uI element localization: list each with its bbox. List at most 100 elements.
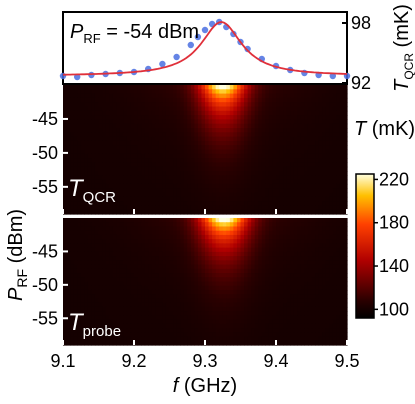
heatmap-cell [261, 251, 266, 257]
heatmap-cell [254, 166, 259, 172]
heatmap-cell [155, 196, 160, 202]
heatmap-cell [134, 89, 139, 95]
heatmap-cell [187, 218, 192, 223]
heatmap-cell [251, 239, 256, 244]
heatmap-cell [329, 106, 334, 112]
heatmap-cell [276, 328, 281, 333]
heatmap-cell [151, 332, 156, 338]
heatmap-cell [158, 110, 163, 116]
heatmap-cell [293, 201, 298, 206]
heatmap-cell [130, 145, 135, 151]
heatmap-cell [286, 306, 291, 312]
heatmap-cell [297, 306, 302, 312]
heatmap-cell [261, 201, 266, 206]
heatmap-cell [233, 115, 238, 120]
heatmap-cell [332, 264, 337, 270]
heatmap-cell [102, 153, 107, 159]
heatmap-cell [144, 153, 149, 159]
heatmap-cell [63, 289, 68, 295]
heatmap-cell [222, 311, 227, 316]
heatmap-cell [91, 323, 96, 329]
heatmap-cell [116, 201, 121, 206]
heatmap-cell [197, 234, 203, 240]
heatmap-cell [116, 311, 121, 316]
heatmap-cell [165, 162, 171, 168]
heatmap-cell [276, 192, 281, 198]
heatmap-cell [130, 268, 135, 274]
heatmap-cell [283, 294, 288, 300]
heatmap-cell [73, 243, 78, 249]
heatmap-cell [236, 85, 242, 90]
heatmap-cell [272, 196, 277, 202]
heatmap-cell [244, 153, 249, 159]
heatmap-cell [205, 285, 210, 291]
heatmap-cell [208, 183, 213, 189]
heatmap-cell [332, 315, 337, 321]
heatmap-cell [332, 102, 337, 108]
heatmap-cell [322, 243, 327, 249]
heatmap-cell [212, 306, 217, 312]
heatmap-cell [70, 149, 75, 155]
heatmap-cell [307, 319, 313, 325]
heatmap-cell [283, 336, 288, 342]
heatmap-cell [229, 226, 234, 232]
heatmap-cell [169, 264, 174, 270]
heatmap-cell [240, 183, 245, 189]
heatmap-cell [208, 328, 213, 333]
heatmap-cell [251, 340, 256, 346]
heatmap-cell [165, 115, 171, 120]
heatmap-cell [169, 205, 174, 211]
heatmap-cell [304, 209, 309, 215]
heatmap-cell [70, 306, 75, 312]
heatmap-cell [229, 115, 234, 120]
heatmap-cell [148, 89, 153, 95]
heatmap-cell [244, 145, 249, 151]
heatmap-cell [197, 145, 203, 151]
heatmap-cell [70, 171, 75, 176]
heatmap-cell [261, 226, 266, 232]
heatmap-cell [119, 281, 124, 287]
heatmap-cell [73, 115, 78, 120]
heatmap-cell [307, 136, 313, 142]
heatmap-cell [332, 179, 337, 185]
heatmap-cell [158, 273, 163, 278]
heatmap-cell [219, 340, 224, 346]
heatmap-cell [343, 110, 348, 116]
heatmap-cell [343, 158, 348, 163]
heatmap-cell [226, 273, 231, 278]
heatmap-cell [300, 328, 305, 333]
colorbar-tick-label: 100 [379, 299, 409, 319]
heatmap-cell [293, 294, 298, 300]
heatmap-cell [134, 115, 139, 120]
heatmap-cell [293, 302, 298, 308]
heatmap-cell [247, 247, 252, 253]
heatmap-cell [176, 319, 181, 325]
heatmap-cell [116, 256, 121, 261]
heatmap-cell [190, 319, 195, 325]
heatmap-cell [226, 264, 231, 270]
heatmap-cell [279, 260, 284, 266]
heatmap-cell [251, 234, 256, 240]
heatmap-cell [332, 106, 337, 112]
heatmap-cell [311, 264, 316, 270]
heatmap-cell [84, 281, 89, 287]
heatmap-cell [318, 328, 323, 333]
heatmap-cell [212, 294, 217, 300]
heatmap-cell [307, 256, 313, 261]
heatmap-cell [197, 302, 203, 308]
heatmap-cell [279, 298, 284, 304]
heatmap-cell [300, 323, 305, 329]
heatmap-cell [272, 119, 277, 125]
heatmap-cell [233, 243, 238, 249]
heatmap-cell [158, 106, 163, 112]
heatmap-cell [63, 145, 68, 151]
heatmap-cell [105, 336, 110, 342]
heatmap-cell [158, 226, 163, 232]
heatmap-cell [148, 201, 153, 206]
heatmap-cell [197, 289, 203, 295]
heatmap-cell [229, 247, 234, 253]
heatmap-cell [187, 277, 192, 283]
heatmap-cell [279, 319, 284, 325]
heatmap-cell [77, 196, 82, 202]
heatmap-cell [148, 119, 153, 125]
